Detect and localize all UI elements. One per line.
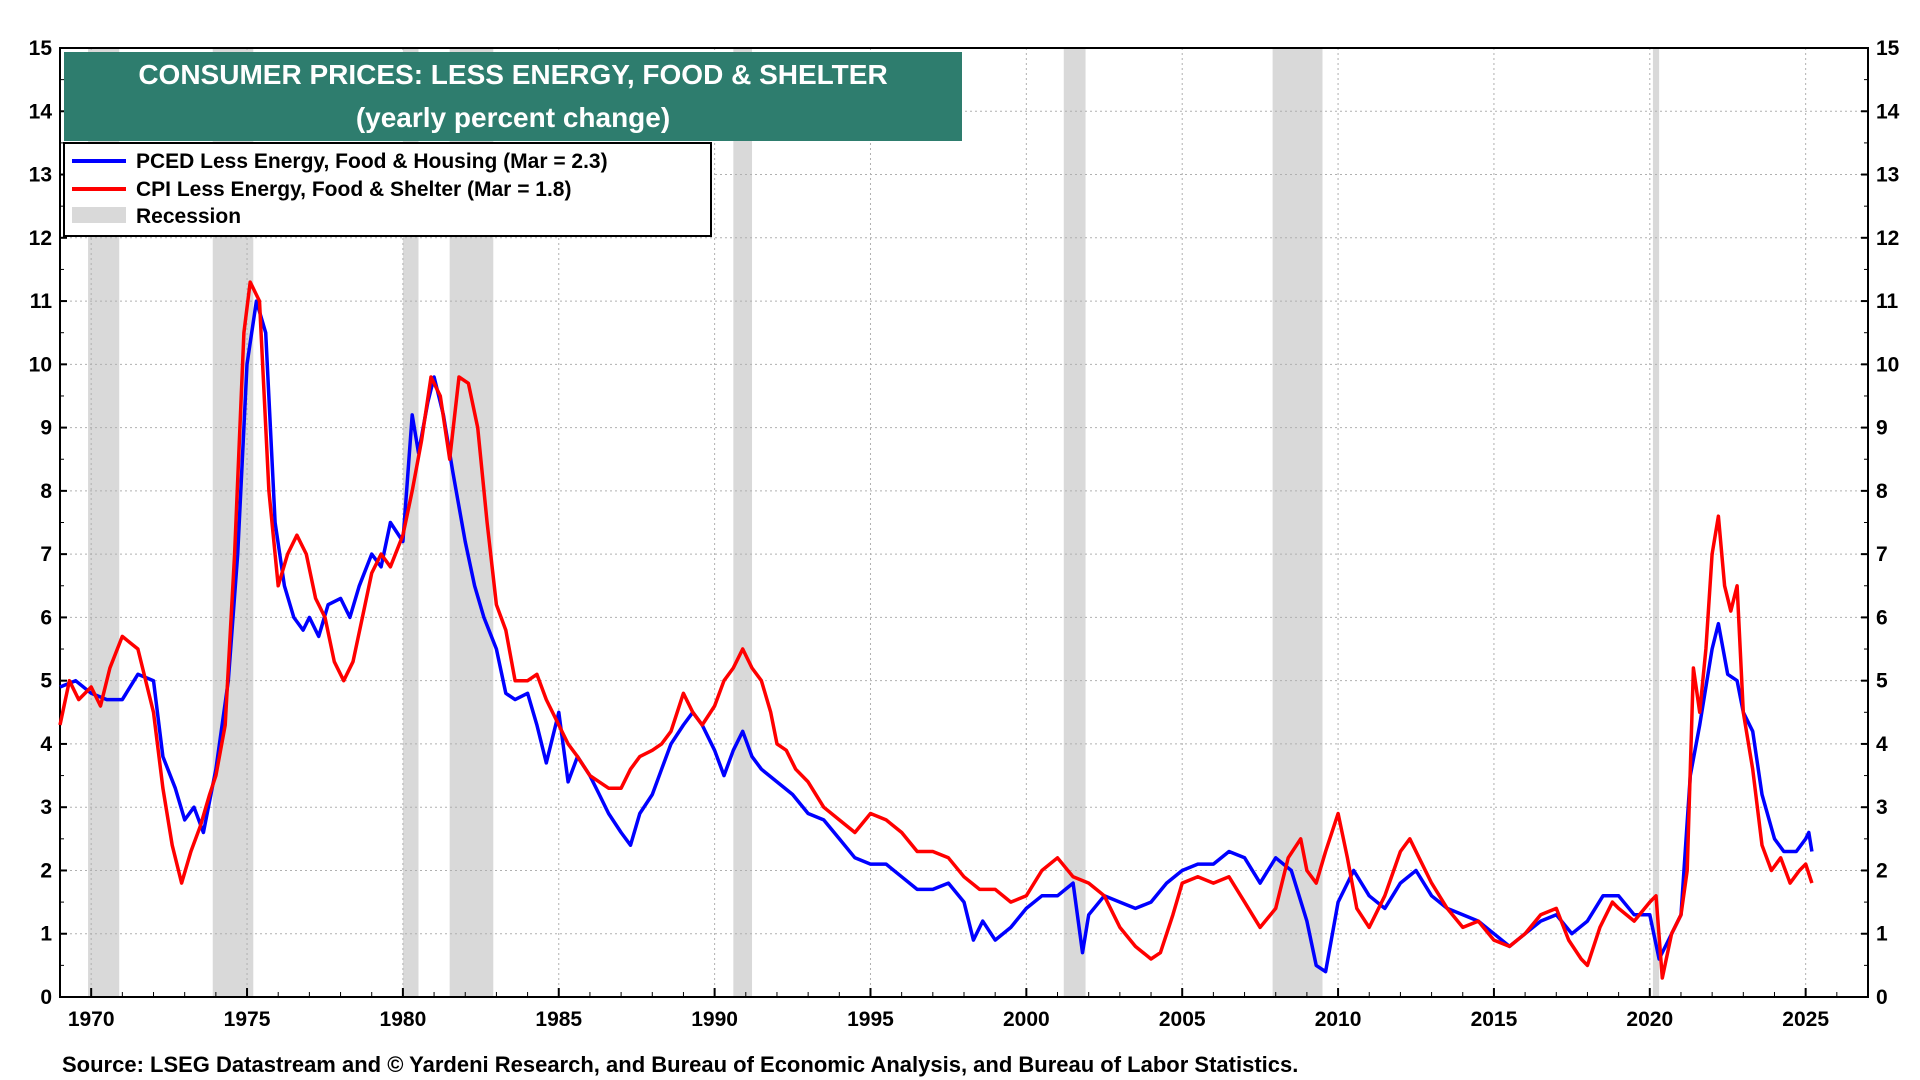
series-lines: [58, 280, 1814, 980]
y-tick-label-left-12: 12: [29, 227, 52, 250]
title-box: CONSUMER PRICES: LESS ENERGY, FOOD & SHE…: [64, 52, 962, 141]
y-tick-label-right-11: 11: [1876, 290, 1899, 313]
y-tick-label-right-8: 8: [1876, 480, 1888, 503]
title-background: [64, 52, 962, 141]
chart-title: CONSUMER PRICES: LESS ENERGY, FOOD & SHE…: [138, 59, 887, 90]
recession-band-5: [1063, 48, 1086, 997]
y-tick-label-left-8: 8: [40, 480, 52, 503]
legend-box: [63, 142, 712, 237]
y-tick-label-left-13: 13: [29, 164, 52, 187]
y-tick-label-right-1: 1: [1876, 923, 1888, 946]
y-tick-label-left-1: 1: [40, 923, 52, 946]
y-tick-label-left-5: 5: [40, 670, 52, 693]
y-tick-label-left-3: 3: [40, 796, 52, 819]
y-tick-label-right-2: 2: [1876, 859, 1888, 882]
y-tick-label-left-0: 0: [40, 986, 52, 1009]
recession-band-6: [1272, 48, 1323, 997]
legend-label-cpi: CPI Less Energy, Food & Shelter (Mar = 1…: [136, 178, 571, 201]
x-tick-label-2005: 2005: [1159, 1008, 1206, 1031]
recession-band-2: [402, 48, 419, 997]
y-tick-label-left-6: 6: [40, 606, 52, 629]
legend: PCED Less Energy, Food & Housing (Mar = …: [63, 142, 712, 237]
x-tick-label-2020: 2020: [1626, 1008, 1673, 1031]
recession-band-4: [733, 48, 753, 997]
x-tick-label-1970: 1970: [68, 1008, 115, 1031]
x-tick-label-1990: 1990: [691, 1008, 738, 1031]
y-tick-label-left-7: 7: [40, 543, 52, 566]
legend-label-recession: Recession: [136, 205, 241, 228]
y-tick-label-left-11: 11: [30, 290, 53, 313]
x-tick-label-1985: 1985: [535, 1008, 582, 1031]
y-tick-label-right-4: 4: [1876, 733, 1888, 756]
y-tick-label-right-15: 15: [1876, 37, 1900, 60]
x-tick-label-2010: 2010: [1315, 1008, 1362, 1031]
y-tick-label-left-2: 2: [40, 859, 52, 882]
y-tick-label-right-9: 9: [1876, 417, 1888, 440]
y-tick-label-left-10: 10: [29, 353, 52, 376]
x-tick-label-2015: 2015: [1471, 1008, 1518, 1031]
y-tick-label-right-12: 12: [1876, 227, 1899, 250]
recession-band-7: [1652, 48, 1660, 997]
y-tick-label-left-9: 9: [40, 417, 52, 440]
y-tick-label-right-10: 10: [1876, 353, 1899, 376]
y-tick-label-left-4: 4: [40, 733, 52, 756]
x-tick-label-1980: 1980: [380, 1008, 427, 1031]
series-line-pced: [59, 299, 1814, 974]
chart-subtitle: (yearly percent change): [356, 102, 670, 133]
x-tick-label-2025: 2025: [1782, 1008, 1829, 1031]
y-tick-label-right-7: 7: [1876, 543, 1888, 566]
legend-swatch-recession: [72, 207, 126, 223]
series-line-cpi: [58, 280, 1814, 980]
y-tick-label-right-13: 13: [1876, 164, 1899, 187]
legend-label-pced: PCED Less Energy, Food & Housing (Mar = …: [136, 150, 608, 173]
y-tick-label-left-14: 14: [29, 100, 53, 123]
y-tick-label-right-3: 3: [1876, 796, 1888, 819]
x-tick-label-1975: 1975: [224, 1008, 271, 1031]
y-tick-label-right-5: 5: [1876, 670, 1888, 693]
y-tick-label-right-0: 0: [1876, 986, 1888, 1009]
y-tick-label-right-14: 14: [1876, 100, 1900, 123]
x-tick-label-1995: 1995: [847, 1008, 894, 1031]
source-note: Source: LSEG Datastream and © Yardeni Re…: [62, 1052, 1298, 1077]
y-tick-label-left-15: 15: [29, 37, 53, 60]
y-tick-label-right-6: 6: [1876, 606, 1888, 629]
x-tick-label-2000: 2000: [1003, 1008, 1050, 1031]
